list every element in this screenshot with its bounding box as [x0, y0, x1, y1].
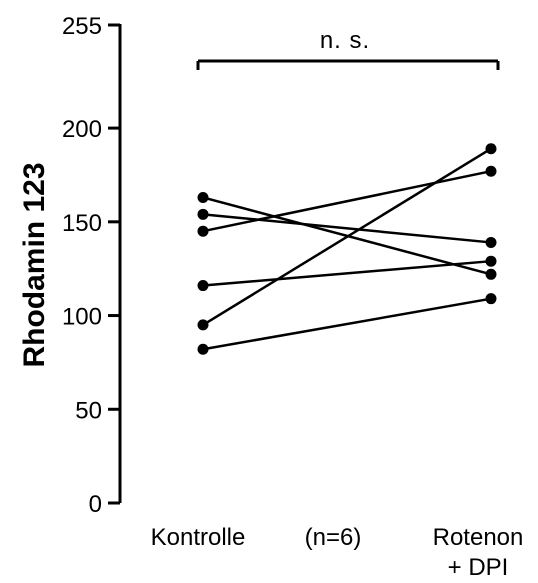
y-axis-label: Rhodamin 123	[18, 162, 51, 367]
data-point	[197, 319, 209, 331]
y-tick-label: 0	[89, 491, 102, 518]
series-line	[202, 147, 492, 326]
data-point	[485, 293, 497, 305]
y-tick-label: 150	[62, 210, 102, 237]
series-line	[202, 259, 492, 287]
data-point	[197, 208, 209, 220]
data-point	[485, 143, 497, 155]
data-point	[197, 191, 209, 203]
data-point	[197, 280, 209, 292]
y-tick-label: 100	[62, 304, 102, 331]
data-point	[197, 225, 209, 237]
series-line	[202, 213, 492, 244]
significance-label: n. s.	[320, 27, 370, 54]
y-tick-label: 200	[62, 116, 102, 143]
y-tick-label: 255	[62, 13, 102, 40]
data-point	[485, 236, 497, 248]
data-point	[197, 343, 209, 355]
data-point	[485, 268, 497, 280]
category-labels: Kontrolle Rotenon + DPI	[151, 524, 524, 581]
data-point	[485, 165, 497, 177]
significance-bracket	[196, 59, 500, 70]
category-label: Kontrolle	[151, 524, 246, 551]
series-lines	[202, 147, 492, 351]
y-tick-label: 50	[75, 397, 102, 424]
series-line	[202, 297, 492, 351]
data-points	[197, 143, 497, 355]
series-line	[202, 169, 492, 233]
data-point	[485, 255, 497, 267]
category-label: + DPI	[448, 554, 509, 581]
y-ticks: 0 50 100 150 200 255	[62, 13, 120, 518]
category-label: Rotenon	[433, 524, 524, 551]
sample-size-label: (n=6)	[305, 524, 362, 551]
